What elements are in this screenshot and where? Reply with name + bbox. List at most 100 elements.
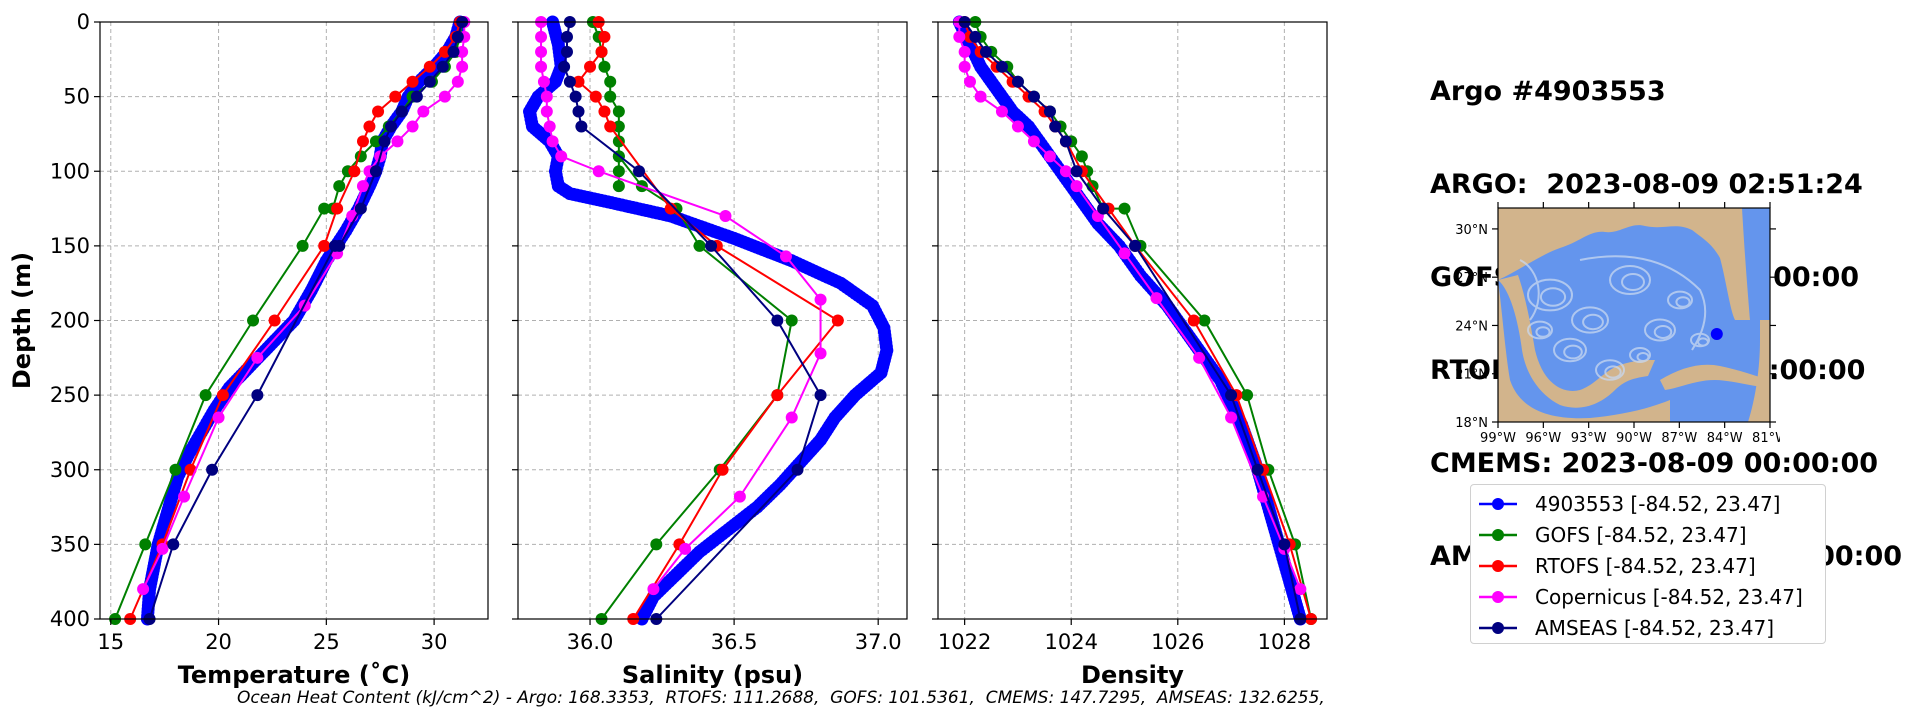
legend-item-rtofs: RTOFS [-84.52, 23.47] xyxy=(1471,552,1825,582)
legend: 4903553 [-84.52, 23.47] GOFS [-84.52, 23… xyxy=(1470,484,1826,644)
title-line-argo: ARGO: 2023-08-09 02:51:24 xyxy=(1430,169,1863,200)
lon-tick-label: 90°W xyxy=(1616,431,1652,446)
x-tick-label: 15 xyxy=(97,630,124,654)
data-point xyxy=(331,202,344,215)
swirl xyxy=(1621,273,1645,291)
data-point xyxy=(953,30,966,43)
data-point xyxy=(348,165,361,178)
data-point xyxy=(1049,120,1062,133)
data-point xyxy=(995,60,1008,73)
legend-item-argo: 4903553 [-84.52, 23.47] xyxy=(1471,490,1825,520)
swirl xyxy=(1604,365,1622,379)
data-point xyxy=(612,120,625,133)
title-line-float: Argo #4903553 xyxy=(1430,76,1666,107)
lon-tick-label: 81°W xyxy=(1752,431,1780,446)
data-point xyxy=(391,135,404,148)
data-point xyxy=(546,135,559,148)
land-mexico xyxy=(1498,275,1670,422)
data-point xyxy=(139,538,152,551)
series-line xyxy=(963,21,1302,620)
data-point xyxy=(705,239,718,252)
data-point xyxy=(268,314,281,327)
data-point xyxy=(733,490,746,503)
x-tick-label: 25 xyxy=(313,630,340,654)
data-point xyxy=(535,45,548,58)
swirl xyxy=(1697,337,1709,347)
x-tick-label: 36.0 xyxy=(567,630,614,654)
data-point xyxy=(167,538,180,551)
current-swirls xyxy=(1519,255,1710,381)
loop-current xyxy=(1579,255,1707,351)
data-point xyxy=(251,351,264,364)
legend-label: RTOFS [-84.52, 23.47] xyxy=(1535,554,1756,578)
x-tick-label: 1024 xyxy=(1044,630,1097,654)
data-point xyxy=(612,180,625,193)
swirl xyxy=(1609,265,1651,295)
x-tick-label: 30 xyxy=(421,630,448,654)
data-point xyxy=(296,239,309,252)
data-point xyxy=(369,135,382,148)
swirl xyxy=(1675,296,1691,308)
legend-item-copernicus: Copernicus [-84.52, 23.47] xyxy=(1471,583,1825,613)
data-point xyxy=(1011,75,1024,88)
data-point xyxy=(647,583,660,596)
data-point xyxy=(1118,247,1131,260)
data-point xyxy=(1225,389,1238,402)
data-point xyxy=(589,90,602,103)
data-point xyxy=(572,105,585,118)
data-point xyxy=(814,347,827,360)
data-point xyxy=(958,60,971,73)
lat-tick-label: 24°N xyxy=(1455,319,1488,334)
data-point xyxy=(612,135,625,148)
title-line-cmems: CMEMS: 2023-08-09 00:00:00 xyxy=(1430,448,1879,479)
data-point xyxy=(791,463,804,476)
data-point xyxy=(1059,165,1072,178)
inset-map-area: 30°N 27°N 24°N 21°N 18°N99°W 96°W 93°W 90°W 87°W… xyxy=(1455,202,1780,446)
data-point xyxy=(1070,180,1083,193)
data-point xyxy=(604,120,617,133)
data-point xyxy=(333,180,346,193)
data-point xyxy=(612,105,625,118)
data-point xyxy=(555,150,568,163)
land-bahamas xyxy=(1748,320,1770,422)
lon-tick-label: 84°W xyxy=(1707,431,1743,446)
salinity-panel: 36.0 36.5 37.0 Salinity (psu) xyxy=(512,15,908,689)
x-tick-label: 1028 xyxy=(1258,630,1311,654)
data-point xyxy=(356,135,369,148)
data-point xyxy=(378,135,391,148)
series-group xyxy=(109,15,471,626)
legend-item-amseas: AMSEAS [-84.52, 23.47] xyxy=(1471,614,1825,644)
data-point xyxy=(1198,314,1211,327)
data-point xyxy=(1241,389,1254,402)
data-point xyxy=(1187,314,1200,327)
swirl xyxy=(1667,290,1693,310)
data-point xyxy=(436,60,449,73)
series-group xyxy=(523,15,894,626)
data-point xyxy=(356,180,369,193)
data-point xyxy=(456,45,469,58)
legend-label: 4903553 [-84.52, 23.47] xyxy=(1535,492,1781,516)
data-point xyxy=(199,389,212,402)
data-point xyxy=(1027,90,1040,103)
data-point xyxy=(1294,583,1307,596)
y-tick-label: 200 xyxy=(50,309,90,333)
data-point xyxy=(389,90,402,103)
legend-label: GOFS [-84.52, 23.47] xyxy=(1535,523,1747,547)
data-point xyxy=(1070,165,1083,178)
land-cuba xyxy=(1660,364,1770,390)
data-point xyxy=(563,75,576,88)
data-point xyxy=(1043,150,1056,163)
swirl xyxy=(1527,278,1573,312)
x-tick-label: 37.0 xyxy=(855,630,902,654)
data-point xyxy=(137,583,150,596)
legend-marker-icon xyxy=(1479,591,1517,603)
data-point xyxy=(771,314,784,327)
data-point xyxy=(592,165,605,178)
data-point xyxy=(604,75,617,88)
data-point xyxy=(995,105,1008,118)
data-point xyxy=(958,45,971,58)
series-group xyxy=(952,15,1318,626)
legend-marker-icon xyxy=(1479,498,1517,510)
data-point xyxy=(1043,105,1056,118)
